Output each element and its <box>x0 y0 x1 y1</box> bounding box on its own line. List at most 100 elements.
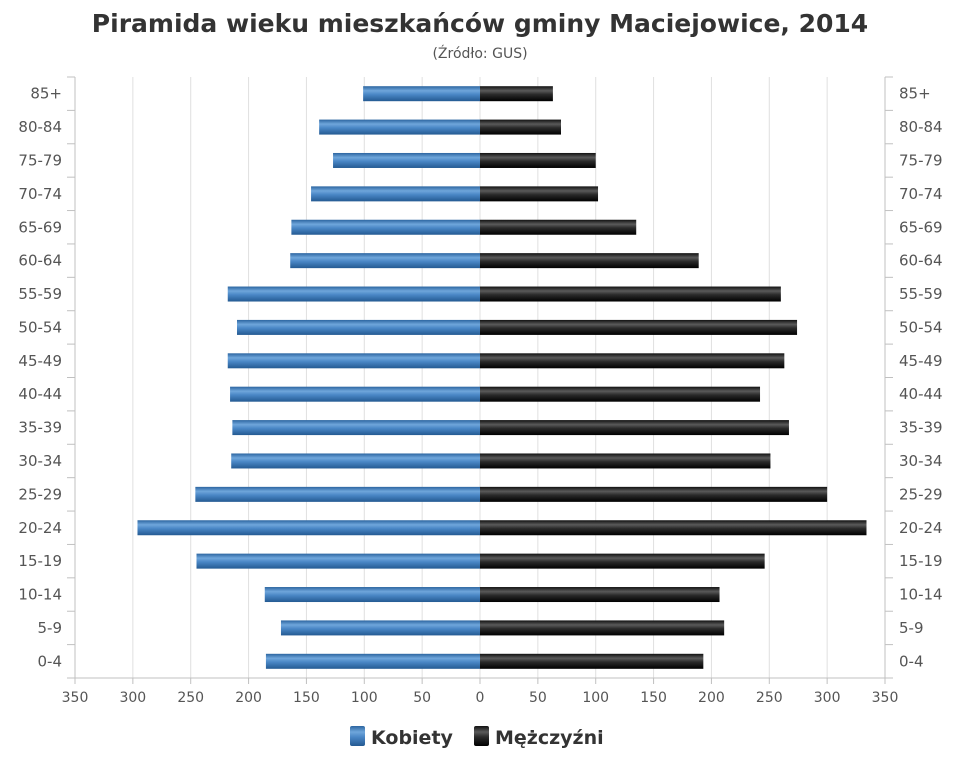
bar-kobiety-70-74[interactable] <box>311 186 480 202</box>
bars <box>137 86 867 669</box>
category-label-right: 15-19 <box>899 552 943 570</box>
category-label-right: 25-29 <box>899 485 943 503</box>
chart-title: Piramida wieku mieszkańców gminy Maciejo… <box>92 9 868 38</box>
category-label-left: 15-19 <box>18 552 62 570</box>
category-label-right: 0-4 <box>899 652 924 670</box>
category-label-left: 45-49 <box>18 352 62 370</box>
x-tick-label: 250 <box>177 690 204 706</box>
bar-kobiety-60-64[interactable] <box>290 253 480 269</box>
bar-kobiety-50-54[interactable] <box>237 319 480 335</box>
category-label-right: 65-69 <box>899 218 943 236</box>
bar-mezczyzni-25-29[interactable] <box>480 486 828 502</box>
category-label-left: 80-84 <box>18 118 62 136</box>
x-tick-label: 50 <box>413 690 431 706</box>
x-tick-label: 50 <box>529 690 547 706</box>
bar-mezczyzni-30-34[interactable] <box>480 453 771 469</box>
category-label-left: 10-14 <box>18 586 62 604</box>
x-tick-label: 150 <box>293 690 320 706</box>
category-label-left: 0-4 <box>38 652 63 670</box>
bar-mezczyzni-60-64[interactable] <box>480 253 699 269</box>
category-label-right: 70-74 <box>899 185 943 203</box>
category-label-left: 65-69 <box>18 218 62 236</box>
bar-kobiety-65-69[interactable] <box>291 219 480 235</box>
category-label-right: 50-54 <box>899 318 943 336</box>
category-label-right: 85+ <box>899 85 931 103</box>
category-label-left: 30-34 <box>18 452 62 470</box>
category-label-left: 55-59 <box>18 285 62 303</box>
category-label-left: 5-9 <box>38 619 63 637</box>
bar-kobiety-5-9[interactable] <box>280 620 480 636</box>
bar-mezczyzni-50-54[interactable] <box>480 319 798 335</box>
bar-mezczyzni-80-84[interactable] <box>480 119 561 135</box>
bar-mezczyzni-45-49[interactable] <box>480 353 785 369</box>
category-label-right: 60-64 <box>899 252 943 270</box>
category-label-right: 40-44 <box>899 385 943 403</box>
bar-mezczyzni-15-19[interactable] <box>480 553 765 569</box>
x-tick-label: 100 <box>582 690 609 706</box>
legend-swatch-mezczyzni[interactable] <box>474 726 489 746</box>
x-tick-label: 200 <box>698 690 725 706</box>
category-label-left: 85+ <box>30 85 62 103</box>
bar-mezczyzni-20-24[interactable] <box>480 520 867 536</box>
bar-kobiety-25-29[interactable] <box>195 486 481 502</box>
bar-kobiety-20-24[interactable] <box>137 520 480 536</box>
legend[interactable]: Kobiety Mężczyźni <box>350 726 604 749</box>
x-tick-label: 300 <box>119 690 146 706</box>
x-tick-label: 250 <box>756 690 783 706</box>
bar-kobiety-75-79[interactable] <box>333 152 480 168</box>
bar-mezczyzni-0-4[interactable] <box>480 653 704 669</box>
category-label-right: 20-24 <box>899 519 943 537</box>
category-labels-right: 85+ 80-84 75-79 70-74 65-69 60-64 55-59 50-54 45… <box>899 85 943 671</box>
bar-kobiety-15-19[interactable] <box>196 553 481 569</box>
category-label-right: 80-84 <box>899 118 943 136</box>
bar-mezczyzni-35-39[interactable] <box>480 420 789 436</box>
bar-kobiety-45-49[interactable] <box>227 353 480 369</box>
bar-kobiety-80-84[interactable] <box>319 119 480 135</box>
x-tick-label: 350 <box>62 690 89 706</box>
category-label-left: 35-39 <box>18 419 62 437</box>
category-labels-left: 85+ 80-84 75-79 70-74 65-69 60-64 55-59 50-54 45… <box>18 85 62 671</box>
category-label-left: 75-79 <box>18 151 62 169</box>
x-tick-label: 350 <box>872 690 899 706</box>
bar-mezczyzni-75-79[interactable] <box>480 152 596 168</box>
x-tick-labels: 350 300 250 200 150 100 50 0 50 100 150 200 250 300 35… <box>62 690 899 706</box>
category-label-left: 20-24 <box>18 519 62 537</box>
category-label-right: 75-79 <box>899 151 943 169</box>
category-label-left: 40-44 <box>18 385 62 403</box>
x-tick-label: 100 <box>351 690 378 706</box>
legend-label-mezczyzni[interactable]: Mężczyźni <box>495 727 604 749</box>
category-label-right: 35-39 <box>899 419 943 437</box>
category-label-left: 25-29 <box>18 485 62 503</box>
bar-mezczyzni-55-59[interactable] <box>480 286 781 302</box>
bar-kobiety-10-14[interactable] <box>264 587 480 603</box>
category-label-right: 5-9 <box>899 619 924 637</box>
bar-mezczyzni-40-44[interactable] <box>480 386 761 402</box>
bar-mezczyzni-65-69[interactable] <box>480 219 637 235</box>
bar-mezczyzni-5-9[interactable] <box>480 620 725 636</box>
grid-lines <box>132 77 828 678</box>
axes <box>67 76 893 684</box>
category-label-left: 70-74 <box>18 185 62 203</box>
bar-kobiety-55-59[interactable] <box>227 286 480 302</box>
bar-mezczyzni-70-74[interactable] <box>480 186 599 202</box>
x-tick-label: 0 <box>476 690 485 706</box>
category-label-left: 60-64 <box>18 252 62 270</box>
chart-subtitle: (Źródło: GUS) <box>432 44 527 62</box>
category-label-right: 45-49 <box>899 352 943 370</box>
category-label-right: 10-14 <box>899 586 943 604</box>
x-tick-label: 300 <box>814 690 841 706</box>
category-label-right: 55-59 <box>899 285 943 303</box>
bar-kobiety-85+[interactable] <box>363 86 480 102</box>
bar-mezczyzni-85+[interactable] <box>480 86 553 102</box>
legend-label-kobiety[interactable]: Kobiety <box>371 727 454 749</box>
legend-swatch-kobiety[interactable] <box>350 726 365 746</box>
bar-kobiety-40-44[interactable] <box>230 386 480 402</box>
x-tick-label: 200 <box>235 690 262 706</box>
bar-kobiety-35-39[interactable] <box>232 420 480 436</box>
bar-kobiety-0-4[interactable] <box>265 653 480 669</box>
x-tick-label: 150 <box>640 690 667 706</box>
category-label-left: 50-54 <box>18 318 62 336</box>
bar-kobiety-30-34[interactable] <box>231 453 480 469</box>
bar-mezczyzni-10-14[interactable] <box>480 587 720 603</box>
